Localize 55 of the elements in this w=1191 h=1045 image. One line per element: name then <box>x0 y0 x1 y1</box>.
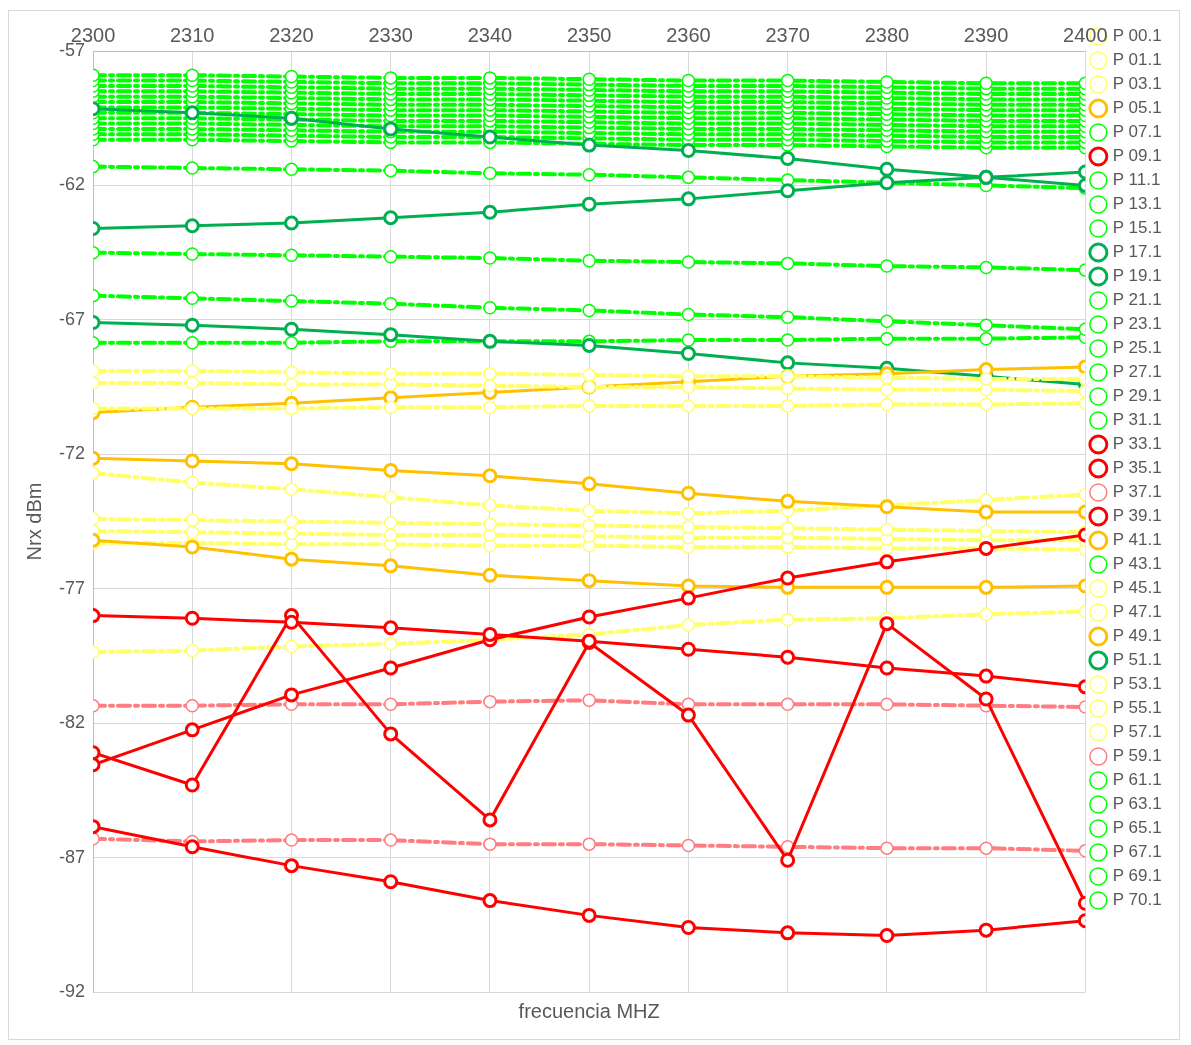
legend-label: P 43.1 <box>1112 554 1162 574</box>
legend-label: P 39.1 <box>1112 506 1162 526</box>
x-tick-label: 2380 <box>864 23 910 46</box>
x-tick-label: 2310 <box>170 23 215 46</box>
legend-label: P 09.1 <box>1112 146 1162 166</box>
legend-label: P 45.1 <box>1112 578 1162 598</box>
x-axis-title: frecuencia MHZ <box>518 999 660 1022</box>
legend-label: P 17.1 <box>1112 242 1162 262</box>
legend-label: P 23.1 <box>1112 314 1162 334</box>
y-tick-label: -87 <box>59 846 86 867</box>
x-tick-label: 2350 <box>566 23 612 46</box>
legend-label: P 51.1 <box>1112 650 1162 670</box>
legend-label: P 53.1 <box>1112 674 1162 694</box>
legend-label: P 11.1 <box>1112 170 1161 190</box>
y-tick-label: -67 <box>59 308 86 329</box>
legend-label: P 55.1 <box>1112 698 1162 718</box>
legend-label: P 59.1 <box>1112 746 1162 766</box>
legend-label: P 13.1 <box>1112 194 1162 214</box>
y-tick-label: -92 <box>59 980 86 1001</box>
legend-label: P 47.1 <box>1112 602 1162 622</box>
legend-label: P 21.1 <box>1112 290 1162 310</box>
legend-label: P 61.1 <box>1112 770 1162 790</box>
legend-label: P 65.1 <box>1112 818 1162 838</box>
y-tick-label: -62 <box>59 174 86 195</box>
x-tick-label: 2340 <box>467 23 513 46</box>
legend-label: P 29.1 <box>1112 386 1162 406</box>
legend-label: P 07.1 <box>1112 122 1162 142</box>
y-tick-label: -72 <box>59 443 86 464</box>
x-tick-label: 2390 <box>963 23 1009 46</box>
legend-label: P 41.1 <box>1112 530 1162 550</box>
legend-label: P 19.1 <box>1112 266 1162 286</box>
legend-label: P 57.1 <box>1112 722 1162 742</box>
legend-label: P 69.1 <box>1112 866 1162 886</box>
legend-label: P 00.1 <box>1112 26 1162 46</box>
y-axis-title: Nrx dBm <box>22 482 45 561</box>
x-tick-label: 2360 <box>666 23 711 46</box>
legend-label: P 33.1 <box>1112 434 1162 454</box>
x-tick-label: 2330 <box>368 23 413 46</box>
legend-label: P 35.1 <box>1112 458 1162 478</box>
legend-label: P 63.1 <box>1112 794 1162 814</box>
legend-label: P 01.1 <box>1112 50 1162 70</box>
legend-label: P 49.1 <box>1112 626 1162 646</box>
y-tick-label: -82 <box>59 712 86 733</box>
legend-label: P 05.1 <box>1112 98 1162 118</box>
legend-label: P 15.1 <box>1112 218 1162 238</box>
legend-label: P 67.1 <box>1112 842 1162 862</box>
legend-label: P 03.1 <box>1112 74 1162 94</box>
legend-label: P 37.1 <box>1112 482 1162 502</box>
legend-label: P 70.1 <box>1112 890 1162 910</box>
y-tick-label: -77 <box>59 577 86 598</box>
x-tick-label: 2370 <box>765 23 810 46</box>
legend-label: P 31.1 <box>1112 410 1162 430</box>
legend-label: P 27.1 <box>1112 362 1162 382</box>
x-tick-label: 2320 <box>269 23 314 46</box>
legend-label: P 25.1 <box>1112 338 1162 358</box>
